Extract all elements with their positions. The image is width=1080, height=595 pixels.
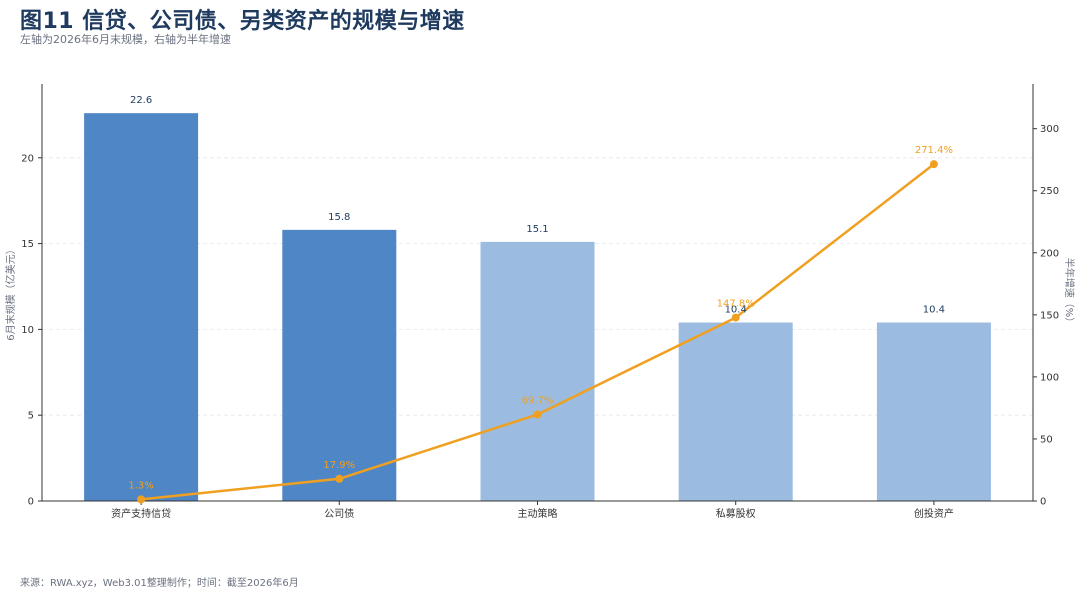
growth-value-label: 69.7% [522,395,554,406]
source-note: 来源：RWA.xyz，Web3.01整理制作；时间：截至2026年6月 [20,578,299,589]
left-axis-title: 6月末规模（亿美元） [4,244,17,340]
right-tick-label: 100 [1040,372,1059,383]
growth-value-label: 147.8% [717,299,755,310]
left-tick-label: 10 [21,325,34,336]
bar [480,241,595,502]
right-axis-title: 半年增速（%） [1063,258,1076,328]
right-tick-label: 50 [1040,434,1053,445]
right-tick-label: 0 [1040,497,1046,508]
bars [84,113,991,502]
axes: 05101520050100150200250300资产支持信贷 公司债 主动策略私… [4,84,1076,520]
bar-value-label: 22.6 [130,95,152,106]
chart-title: 图11 信贷、公司债、另类资产的规模与增速 [20,9,465,34]
data-labels: 22.6 15.8 15.1 10.4 10.4 1.3% 17.9% 69.7% 147.8%… [128,95,953,491]
growth-value-label: 271.4% [915,145,953,156]
growth-line [137,160,938,504]
growth-point [137,495,146,504]
bar [678,322,793,501]
x-tick-label: 主动策略 [518,507,558,520]
bar [282,229,397,501]
bar-value-label: 15.1 [526,224,548,235]
right-tick-label: 150 [1040,310,1059,321]
growth-value-label: 17.9% [323,460,355,471]
bar [84,113,199,501]
growth-point [731,313,740,322]
x-tick-label: 公司债 [324,507,354,520]
growth-point [335,474,344,483]
growth-point [929,160,938,169]
right-tick-label: 200 [1040,248,1059,259]
bar-value-label: 10.4 [725,305,747,316]
bar-value-label: 15.8 [328,212,350,223]
x-tick-label: 私募股权 [716,507,756,520]
left-tick-label: 15 [21,239,34,250]
right-tick-label: 300 [1040,124,1059,135]
growth-value-label: 1.3% [128,480,153,491]
bar [876,322,991,501]
x-tick-label: 资产支持信贷 [111,507,171,520]
left-tick-label: 20 [21,153,34,164]
left-tick-label: 0 [28,497,34,508]
right-tick-label: 250 [1040,186,1059,197]
growth-point [533,410,542,419]
chart-subtitle: 左轴为2026年6月末规模，右轴为半年增速 [20,33,231,46]
left-tick-label: 5 [28,411,34,422]
x-tick-label: 创投资产 [914,507,954,520]
bar-value-label: 10.4 [923,305,945,316]
